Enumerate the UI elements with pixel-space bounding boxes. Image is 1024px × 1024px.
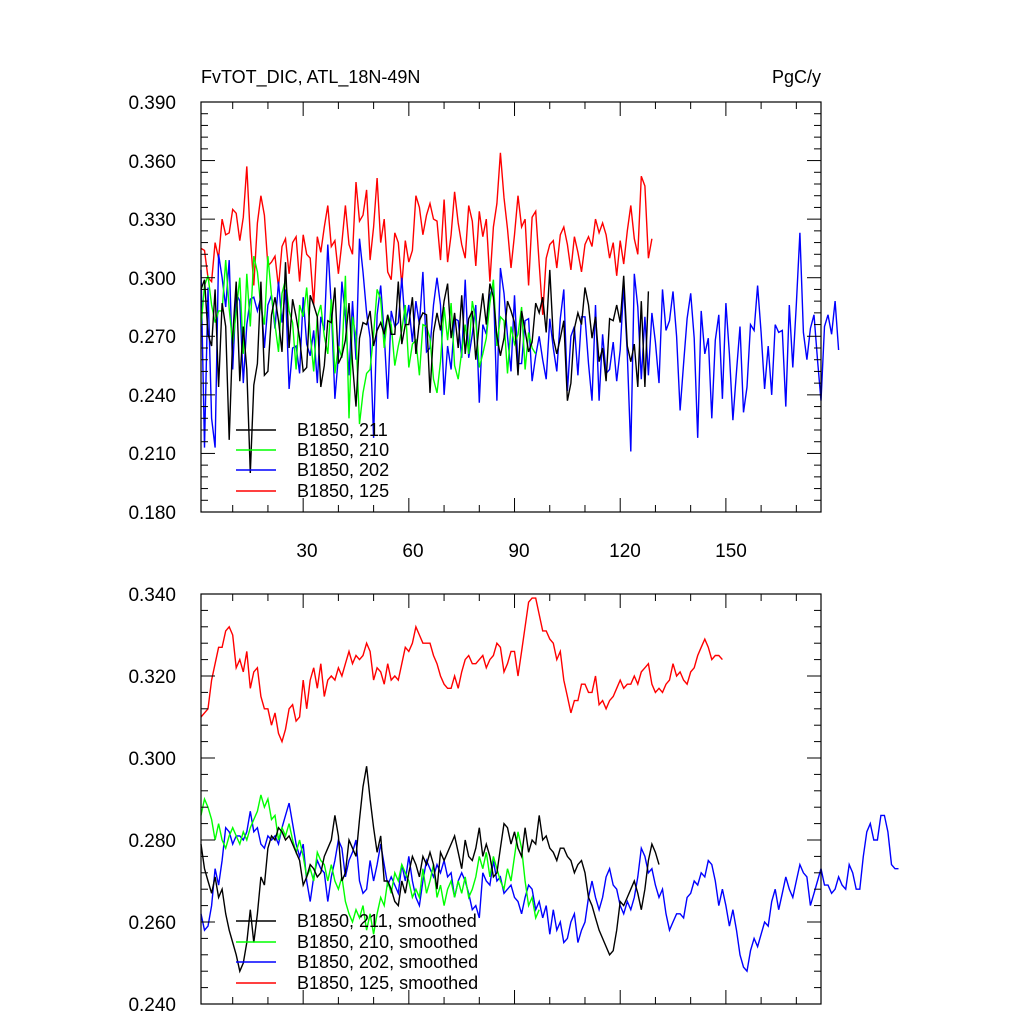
top-series-line [200, 152, 653, 315]
top-x-tick-label: 90 [508, 541, 529, 562]
bottom-legend: B1850, 211, smoothed B1850, 210, smoothe… [236, 911, 478, 993]
top-series-line [200, 262, 650, 474]
top-legend-label: B1850, 210 [297, 440, 389, 460]
top-plot-area [200, 101, 840, 513]
top-panel: FvTOT_DIC, ATL_18N-49N PgC/y 0.390 0.360… [128, 67, 840, 562]
top-legend-label: B1850, 211 [297, 420, 388, 440]
bottom-series-line [200, 597, 723, 744]
top-series-line [200, 256, 537, 425]
bottom-y-tick-labels: 0.340 0.320 0.300 0.280 0.260 0.240 [128, 585, 176, 1016]
bottom-axes-frame [200, 593, 822, 1005]
bottom-y-tick-label: 0.300 [128, 749, 176, 770]
top-legend-label: B1850, 125 [297, 481, 389, 501]
bottom-legend-label: B1850, 211, smoothed [297, 911, 477, 931]
top-legend: B1850, 211 B1850, 210 B1850, 202 B1850, … [236, 420, 389, 501]
top-ticks [201, 101, 821, 513]
top-x-tick-label: 120 [609, 541, 641, 562]
bottom-ticks [201, 593, 821, 1005]
bottom-y-tick-label: 0.260 [128, 913, 176, 934]
top-series-lines [200, 152, 840, 474]
top-x-tick-label: 150 [715, 541, 747, 562]
bottom-series-line [200, 794, 540, 935]
top-y-tick-label: 0.390 [128, 93, 176, 114]
top-x-tick-label: 30 [296, 541, 317, 562]
top-y-tick-label: 0.240 [128, 386, 176, 407]
bottom-series-line [200, 802, 899, 973]
bottom-legend-label: B1850, 125, smoothed [297, 973, 478, 993]
top-y-tick-label: 0.270 [128, 327, 176, 348]
bottom-y-tick-label: 0.320 [128, 667, 176, 688]
bottom-series-line [200, 766, 660, 974]
bottom-panel: 0.340 0.320 0.300 0.280 0.260 0.240 B185… [128, 585, 899, 1016]
top-axes-frame [200, 101, 822, 513]
top-y-tick-label: 0.360 [128, 152, 176, 173]
top-y-tick-label: 0.300 [128, 269, 176, 290]
top-y-tick-label: 0.180 [128, 503, 176, 524]
bottom-y-tick-label: 0.240 [128, 995, 176, 1016]
bottom-series-lines [200, 597, 899, 974]
top-units: PgC/y [772, 67, 821, 87]
top-title: FvTOT_DIC, ATL_18N-49N [201, 67, 420, 88]
bottom-plot-area [200, 593, 899, 1005]
bottom-legend-label: B1850, 202, smoothed [297, 952, 478, 972]
top-y-tick-labels: 0.390 0.360 0.330 0.300 0.270 0.240 0.21… [128, 93, 176, 524]
top-legend-label: B1850, 202 [297, 460, 389, 480]
top-x-tick-label: 60 [402, 541, 423, 562]
top-y-tick-label: 0.210 [128, 444, 176, 465]
top-y-tick-label: 0.330 [128, 210, 176, 231]
bottom-y-tick-label: 0.340 [128, 585, 176, 606]
bottom-legend-label: B1850, 210, smoothed [297, 932, 478, 952]
top-x-tick-labels: 30 60 90 120 150 [296, 541, 746, 562]
bottom-y-tick-label: 0.280 [128, 831, 176, 852]
